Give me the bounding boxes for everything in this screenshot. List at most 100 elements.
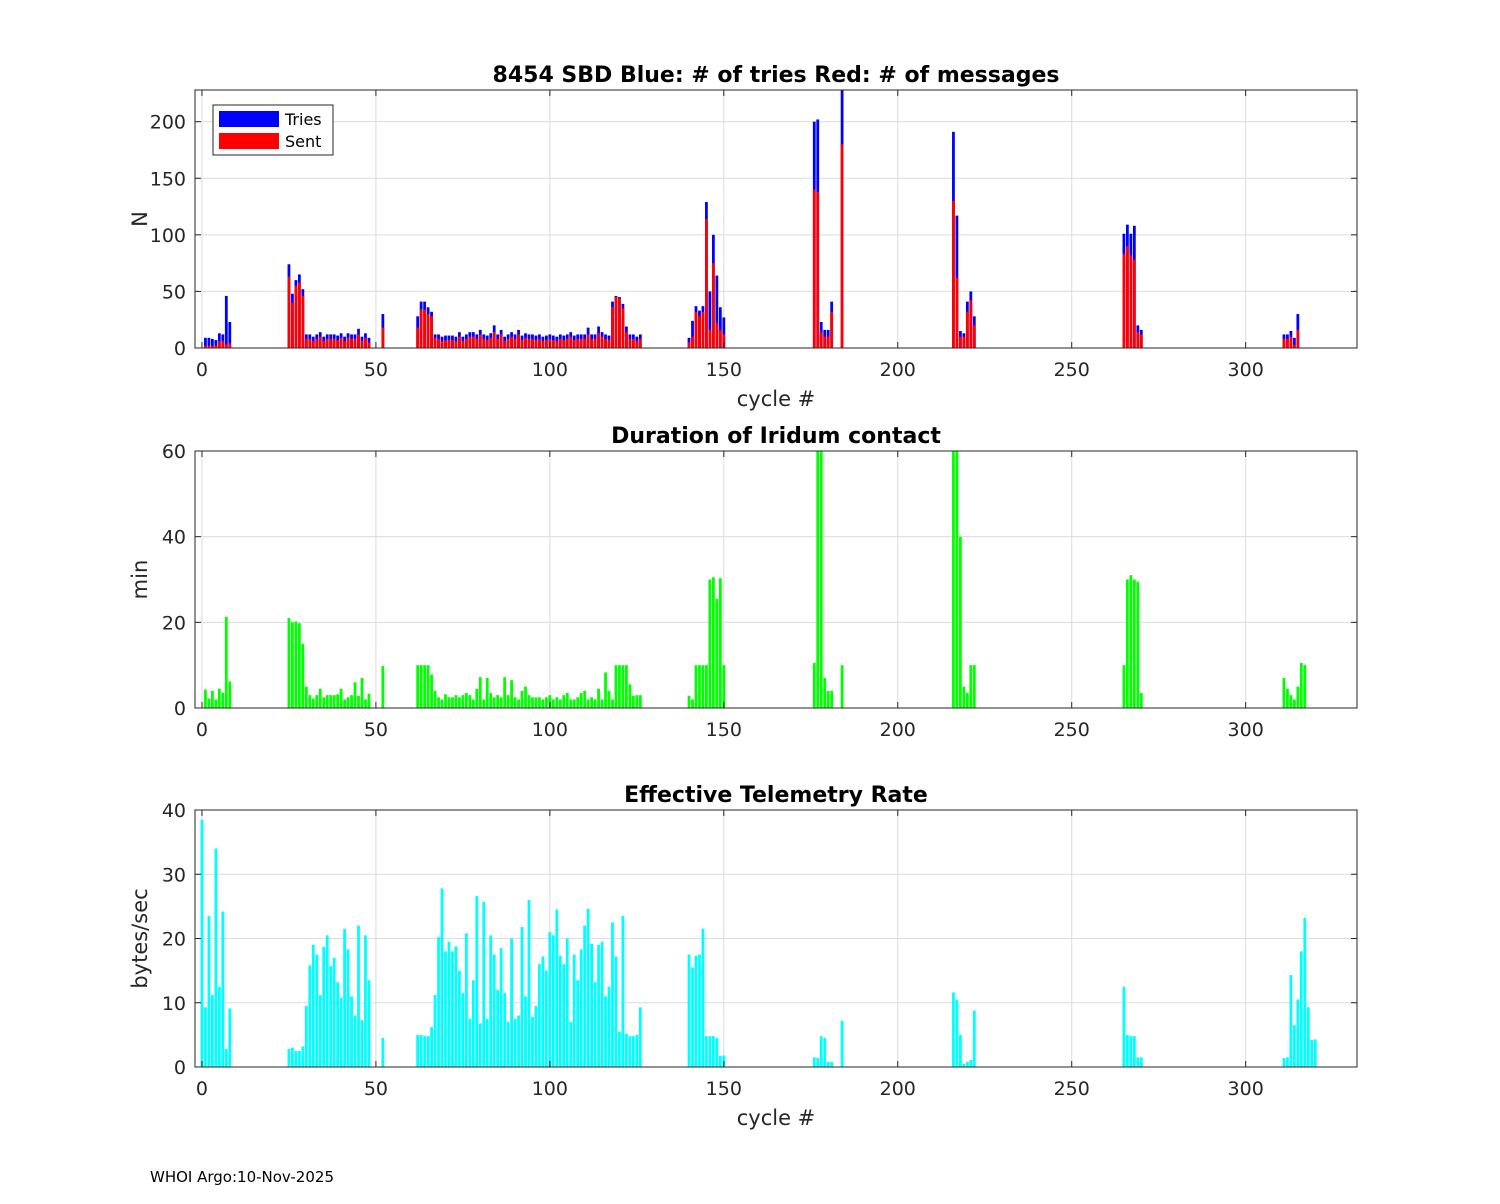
bar <box>433 995 437 1067</box>
bar-tries <box>224 295 228 348</box>
bar <box>826 690 830 708</box>
y-tick-label: 0 <box>174 338 186 360</box>
bar <box>628 684 632 708</box>
x-tick-label: 300 <box>1228 1078 1264 1100</box>
x-tick-label: 250 <box>1054 359 1090 381</box>
bar <box>336 982 340 1067</box>
bar <box>705 665 708 708</box>
bar <box>1292 699 1296 708</box>
bar <box>339 997 343 1067</box>
bar-sent <box>1296 329 1300 348</box>
bar-sent <box>294 285 298 348</box>
bar <box>228 681 232 708</box>
bar <box>625 1033 628 1067</box>
bar <box>287 618 291 708</box>
bar <box>972 665 976 708</box>
bar <box>590 943 594 1067</box>
bar <box>217 688 221 708</box>
bar <box>350 996 353 1067</box>
bar <box>1129 575 1133 708</box>
y-tick-label: 20 <box>162 929 186 951</box>
bar-sent <box>816 191 820 348</box>
bar <box>381 666 385 708</box>
bar-sent <box>544 340 548 348</box>
bar <box>819 451 823 708</box>
bar <box>311 698 315 708</box>
bar <box>329 695 333 708</box>
bar <box>638 1007 642 1067</box>
bar <box>638 695 642 708</box>
bar <box>524 996 527 1067</box>
bar-sent <box>517 334 520 348</box>
bar-sent <box>485 340 489 348</box>
bar-sent <box>311 341 315 348</box>
bar <box>972 1010 976 1067</box>
bar <box>517 699 520 708</box>
bar <box>360 1020 364 1067</box>
bar <box>826 1061 830 1067</box>
y-axis-label: min <box>128 560 152 600</box>
legend-label-sent: Sent <box>285 132 321 151</box>
bar <box>1129 1036 1133 1067</box>
bar-sent <box>346 337 350 348</box>
bar <box>604 672 607 708</box>
bar-tries <box>708 291 712 348</box>
bar-sent <box>607 340 611 348</box>
bar <box>346 949 350 1067</box>
bar-sent <box>416 327 420 348</box>
bar-tries <box>722 317 726 348</box>
bar-sent <box>701 311 705 348</box>
bar-sent <box>551 340 555 348</box>
bar-sent <box>625 332 628 348</box>
bar-sent <box>962 336 966 348</box>
chart-panel-3: 0 50 100 150 200 250 300 0 10 20 30 40 Effective Tel… <box>128 783 1358 1130</box>
bar <box>357 696 360 708</box>
bar <box>579 949 583 1067</box>
bar-sent <box>353 338 357 348</box>
bar-sent <box>489 337 493 348</box>
y-tick-label: 20 <box>162 612 186 634</box>
bar-sent <box>972 325 976 348</box>
bar-sent <box>510 336 513 348</box>
y-tick-label: 10 <box>162 993 186 1015</box>
bar-sent <box>503 341 507 348</box>
x-tick-label: 150 <box>706 719 742 741</box>
bar-sent <box>1129 255 1133 348</box>
bar-sent <box>339 337 343 348</box>
bar <box>520 690 524 708</box>
bar <box>499 697 503 708</box>
bar <box>538 964 541 1067</box>
bar <box>1289 695 1293 708</box>
plot-area <box>195 90 1357 348</box>
bar <box>555 697 559 708</box>
bar <box>694 665 698 708</box>
y-tick-label: 0 <box>174 1057 186 1079</box>
bar <box>625 665 628 708</box>
bar-sent <box>444 340 447 348</box>
bar <box>538 697 541 708</box>
bar <box>614 956 618 1067</box>
bar <box>513 697 517 708</box>
bar-sent <box>468 336 472 348</box>
chart-panel-1: 0 50 100 150 200 250 300 0 50 100 150 200 8454 SBD B… <box>128 63 1358 411</box>
bar <box>958 1034 962 1067</box>
bar-sent <box>830 311 834 348</box>
bar <box>562 964 566 1067</box>
bar <box>1310 1040 1314 1067</box>
bar-sent <box>308 338 312 348</box>
bar <box>381 1038 385 1067</box>
bar <box>315 954 319 1067</box>
y-tick-label: 100 <box>150 225 186 247</box>
bar <box>322 697 326 708</box>
bar <box>1125 1034 1129 1067</box>
bar <box>426 665 430 708</box>
legend-swatch-sent <box>219 133 279 149</box>
bar <box>322 946 326 1067</box>
bar <box>496 989 500 1067</box>
bar-sent <box>621 308 625 348</box>
bar <box>962 686 966 708</box>
bar <box>600 699 604 708</box>
bar-sent <box>322 341 326 348</box>
bar-sent <box>291 302 294 348</box>
bar <box>1313 1039 1317 1067</box>
